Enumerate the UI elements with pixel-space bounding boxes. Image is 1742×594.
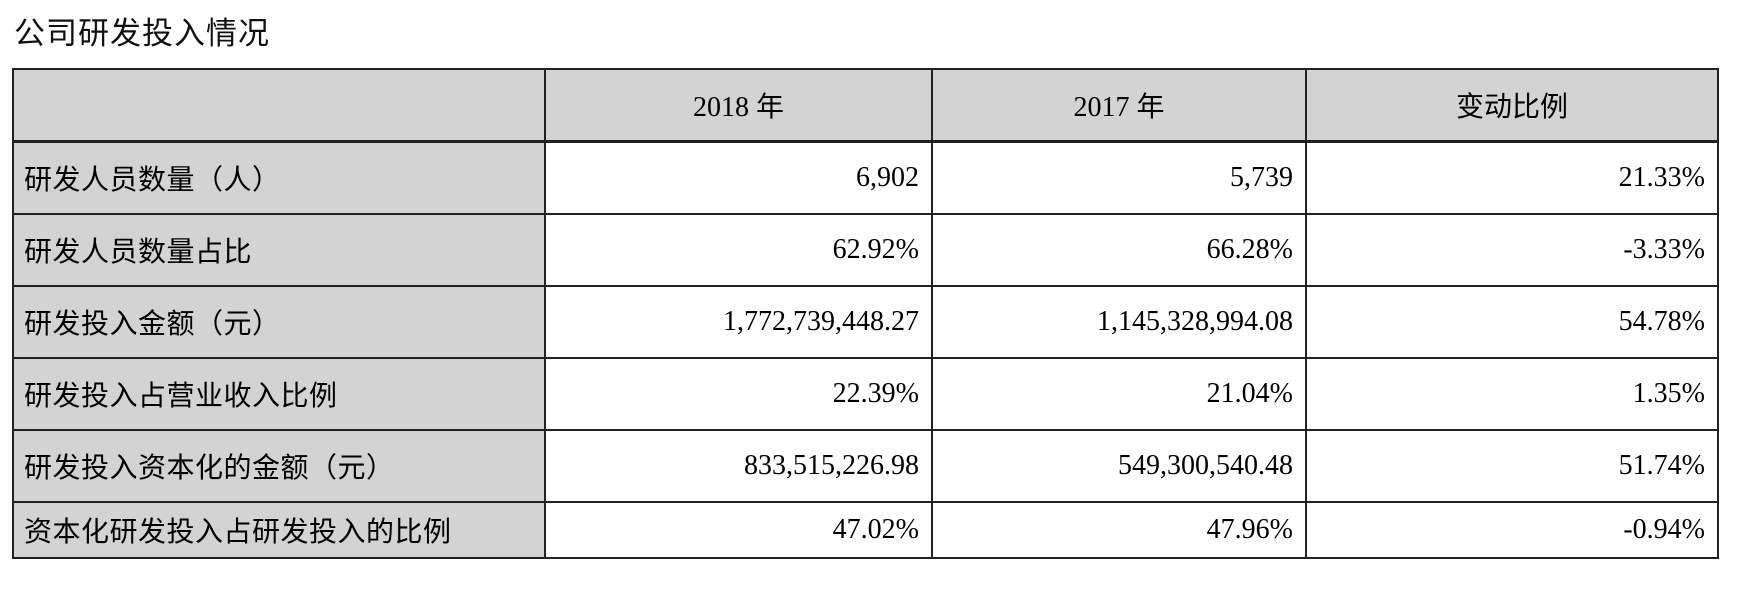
value-cell-change: 1.35% [1305, 356, 1719, 431]
header-cell-blank [12, 68, 546, 143]
table-row: 研发人员数量（人） 6,902 5,739 21.33% [12, 140, 1719, 215]
header-cell-2017: 2017 年 [931, 68, 1307, 143]
row-label: 研发人员数量（人） [12, 140, 546, 215]
value-cell-2018: 47.02% [544, 500, 933, 559]
table-row: 研发人员数量占比 62.92% 66.28% -3.33% [12, 212, 1719, 287]
value-cell-change: 21.33% [1305, 140, 1719, 215]
row-label: 研发投入占营业收入比例 [12, 356, 546, 431]
header-cell-2018: 2018 年 [544, 68, 933, 143]
rd-investment-table: 2018 年 2017 年 变动比例 研发人员数量（人） 6,902 5,739… [12, 68, 1719, 559]
value-cell-change: 51.74% [1305, 428, 1719, 503]
row-label: 资本化研发投入占研发投入的比例 [12, 500, 546, 559]
value-cell-2018: 833,515,226.98 [544, 428, 933, 503]
value-cell-2018: 6,902 [544, 140, 933, 215]
value-cell-2017: 1,145,328,994.08 [931, 284, 1307, 359]
row-label: 研发人员数量占比 [12, 212, 546, 287]
value-cell-2018: 1,772,739,448.27 [544, 284, 933, 359]
value-cell-2018: 62.92% [544, 212, 933, 287]
document-page: 公司研发投入情况 2018 年 2017 年 变动比例 研发人员数量（人） 6,… [12, 16, 1719, 559]
value-cell-change: -3.33% [1305, 212, 1719, 287]
table-row: 研发投入资本化的金额（元） 833,515,226.98 549,300,540… [12, 428, 1719, 503]
table-row: 资本化研发投入占研发投入的比例 47.02% 47.96% -0.94% [12, 500, 1719, 559]
header-cell-change: 变动比例 [1305, 68, 1719, 143]
page-title: 公司研发投入情况 [14, 16, 270, 51]
value-cell-2017: 66.28% [931, 212, 1307, 287]
row-label: 研发投入资本化的金额（元） [12, 428, 546, 503]
value-cell-change: 54.78% [1305, 284, 1719, 359]
value-cell-2017: 21.04% [931, 356, 1307, 431]
table-row: 研发投入金额（元） 1,772,739,448.27 1,145,328,994… [12, 284, 1719, 359]
value-cell-2017: 549,300,540.48 [931, 428, 1307, 503]
value-cell-2017: 5,739 [931, 140, 1307, 215]
table-header-row: 2018 年 2017 年 变动比例 [12, 68, 1719, 143]
row-label: 研发投入金额（元） [12, 284, 546, 359]
value-cell-2017: 47.96% [931, 500, 1307, 559]
value-cell-2018: 22.39% [544, 356, 933, 431]
value-cell-change: -0.94% [1305, 500, 1719, 559]
table-row: 研发投入占营业收入比例 22.39% 21.04% 1.35% [12, 356, 1719, 431]
